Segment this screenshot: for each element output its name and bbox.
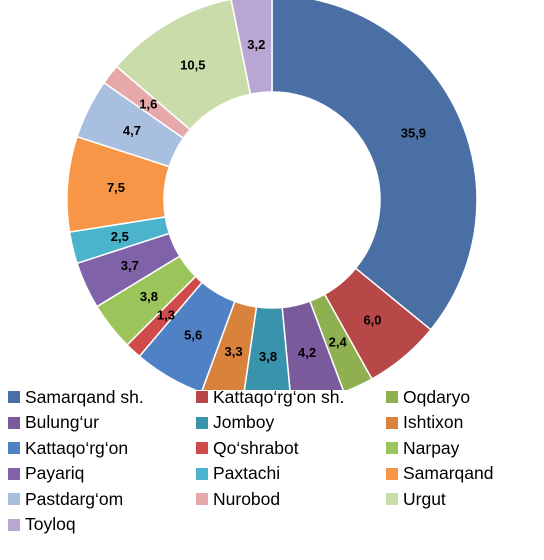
legend-item: Toyloq: [8, 513, 76, 537]
legend-swatch: [386, 416, 398, 429]
legend-swatch: [196, 467, 208, 480]
data-labels-group: 35,9 6,0 2,4 4,2 3,8 3,3 5,6 1,3 3,8 3,7 2,5 7,5 4,7…: [107, 37, 426, 364]
legend-label: Urgut: [403, 488, 446, 509]
donut-chart: 35,9 6,0 2,4 4,2 3,8 3,3 5,6 1,3 3,8 3,7 2,5 7,5 4,7…: [66, 0, 478, 390]
data-label-10: 3,7: [121, 258, 139, 273]
data-label-14: 1,6: [139, 97, 157, 112]
legend-item: Nurobod: [196, 487, 280, 511]
legend-item: Samarqand: [386, 462, 493, 486]
legend-item: Narpay: [386, 436, 459, 460]
data-label-8: 1,3: [157, 308, 175, 323]
legend-label: Kattaqo‘rg‘on: [25, 437, 129, 458]
legend-item: Oqdaryo: [386, 385, 470, 409]
legend-swatch: [386, 493, 398, 505]
slice-16: [230, 0, 273, 96]
legend-item: Jomboy: [196, 411, 274, 435]
legend-swatch: [196, 391, 208, 403]
legend-swatch: [196, 416, 208, 429]
legend-item: Samarqand sh.: [8, 385, 144, 409]
data-label-9: 3,8: [140, 289, 158, 304]
legend-label: Samarqand sh.: [25, 386, 144, 407]
data-label-4: 4,2: [298, 345, 316, 360]
legend-swatch: [196, 442, 208, 454]
legend-item: Qo‘shrabot: [196, 436, 299, 460]
donut-chart-svg: 35,9 6,0 2,4 4,2 3,8 3,3 5,6 1,3 3,8 3,7 2,5 7,5 4,7…: [66, 0, 478, 390]
data-label-13: 4,7: [123, 123, 141, 138]
data-label-1: 35,9: [401, 125, 426, 140]
legend-item: Ishtixon: [386, 411, 463, 435]
data-label-11: 2,5: [111, 229, 129, 244]
legend-label: Kattaqo‘rg‘on sh.: [213, 386, 345, 407]
legend-swatch: [8, 442, 20, 454]
data-label-5: 3,8: [259, 349, 277, 364]
legend-item: Payariq: [8, 462, 84, 486]
legend-label: Samarqand: [403, 463, 494, 483]
data-label-3: 2,4: [329, 335, 348, 350]
slices-group: [66, 0, 478, 390]
legend-label: Qo‘shrabot: [213, 437, 299, 458]
legend-swatch: [8, 493, 20, 505]
legend-label: Narpay: [403, 437, 460, 458]
legend-label: Toyloq: [25, 514, 76, 534]
legend-item: Kattaqo‘rg‘on: [8, 436, 128, 460]
legend-label: Ishtixon: [403, 412, 464, 432]
legend-label: Jomboy: [213, 412, 275, 432]
legend-label: Nurobod: [213, 488, 281, 509]
legend-swatch: [8, 416, 20, 429]
data-label-12: 7,5: [107, 180, 125, 195]
data-label-15: 10,5: [180, 58, 205, 73]
slice-1: [271, 0, 478, 331]
legend-label: Paxtachi: [213, 463, 281, 483]
legend-item: Bulung‘ur: [8, 411, 99, 435]
legend-swatch: [386, 391, 398, 403]
legend-label: Oqdaryo: [403, 386, 471, 407]
legend-swatch: [8, 391, 20, 403]
legend-swatch: [196, 493, 208, 505]
legend-swatch: [8, 467, 20, 480]
data-label-16: 3,2: [247, 37, 265, 52]
legend-item: Pastdarg‘om: [8, 487, 123, 511]
legend-label: Bulung‘ur: [25, 412, 99, 432]
data-label-2: 6,0: [363, 313, 381, 328]
data-label-6: 3,3: [225, 344, 243, 359]
legend-swatch: [386, 467, 398, 480]
slice-15: [115, 0, 252, 131]
legend-item: Kattaqo‘rg‘on sh.: [196, 385, 344, 409]
legend-swatch: [386, 442, 398, 454]
legend-item: Urgut: [386, 487, 446, 511]
data-label-7: 5,6: [184, 328, 202, 343]
legend-label: Pastdarg‘om: [25, 488, 124, 509]
legend-label: Payariq: [25, 463, 85, 483]
legend-item: Paxtachi: [196, 462, 280, 486]
legend-swatch: [8, 518, 20, 531]
